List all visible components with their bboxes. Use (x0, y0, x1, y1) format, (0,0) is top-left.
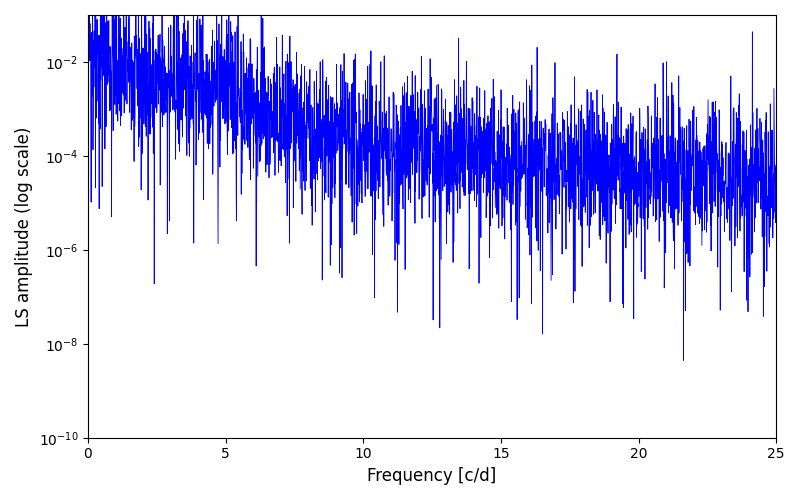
Y-axis label: LS amplitude (log scale): LS amplitude (log scale) (15, 126, 33, 326)
X-axis label: Frequency [c/d]: Frequency [c/d] (367, 467, 497, 485)
